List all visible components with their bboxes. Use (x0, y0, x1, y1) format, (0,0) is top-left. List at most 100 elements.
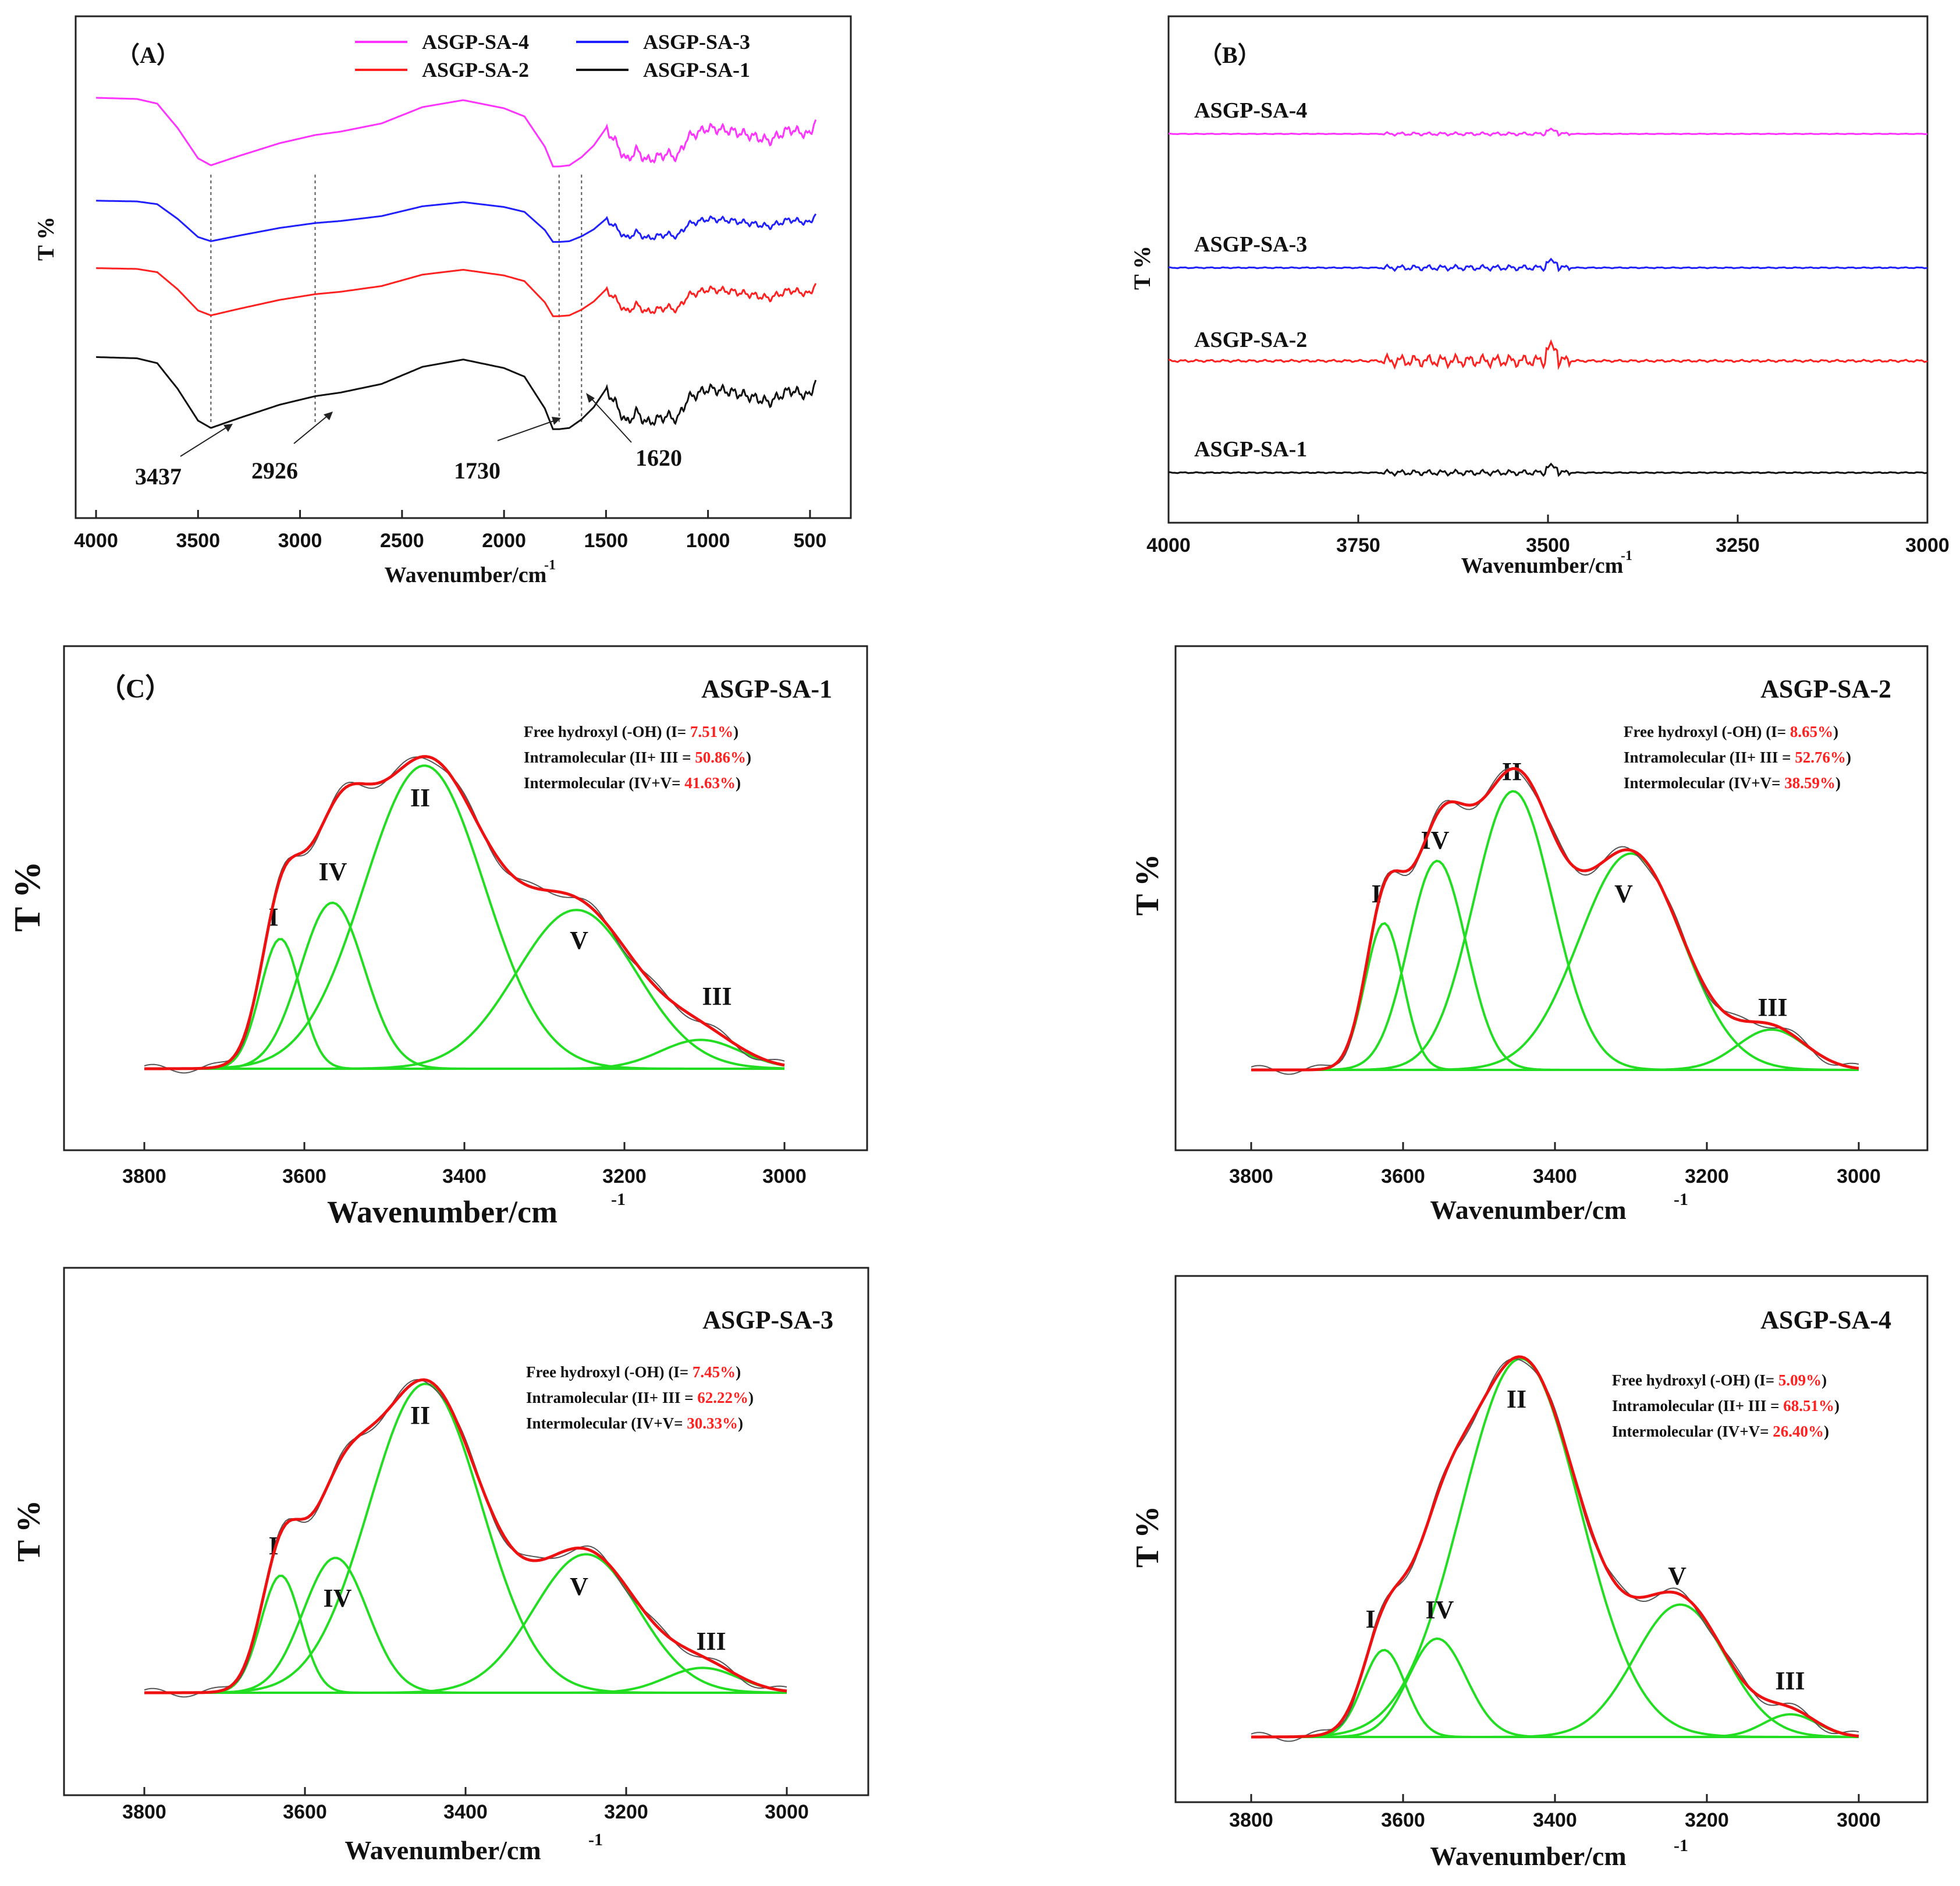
fit-xlabel: Wavenumber/cm (345, 1835, 541, 1865)
fit-component-v (1251, 1603, 1859, 1738)
fit-info-value: 8.65% (1790, 723, 1833, 740)
fit-xtick-label: 3800 (122, 1801, 166, 1823)
annotation-3437: 3437 (135, 463, 182, 490)
fit-panel-title: ASGP-SA-2 (1760, 675, 1891, 703)
panel-b-xtick-label: 3500 (1526, 534, 1570, 556)
fit-component-iv (144, 901, 784, 1070)
fit-ylabel: T % (1130, 1506, 1166, 1568)
fit-xtick-label: 3600 (1381, 1165, 1425, 1187)
arrowhead-1730 (552, 417, 561, 425)
panel-a-xtick-label: 3500 (176, 530, 220, 552)
panel-b-xtick-label: 4000 (1146, 534, 1191, 556)
fit-info-row: Free hydroxyl (-OH) (I= 5.09%) (1612, 1371, 1827, 1389)
annotation-1620: 1620 (635, 445, 682, 471)
fit-info-label: Free hydroxyl (-OH) (I= (1612, 1371, 1778, 1389)
panel-b-xtick-label: 3250 (1716, 534, 1760, 556)
fit-component-iv (144, 1557, 787, 1694)
fit-xtick-label: 3400 (442, 1165, 487, 1187)
fit-xtick-label: 3200 (604, 1801, 648, 1823)
panel-b-label-sa2: ASGP-SA-2 (1194, 328, 1307, 352)
fit-info-row: Intermolecular (IV+V= 38.59%) (1624, 774, 1841, 792)
fit-xlabel: Wavenumber/cm (327, 1194, 558, 1229)
fit-xtick-label: 3000 (1837, 1809, 1881, 1831)
panel-a-frame (74, 15, 852, 519)
series-line-asgp-sa-4 (96, 97, 817, 168)
fit-xtick-label: 3400 (1533, 1809, 1577, 1831)
fit-info-row: Intramolecular (II+ III = 52.76%) (1624, 749, 1851, 766)
fit-info-label: Intermolecular (IV+V= (524, 774, 684, 792)
arrow-1620 (587, 394, 632, 443)
annotation-2926: 2926 (251, 458, 298, 484)
fit-info-label: Intramolecular (II+ III = (526, 1389, 697, 1406)
fit-xtick-label: 3200 (1685, 1165, 1729, 1187)
fit-component-label: II (1507, 1385, 1526, 1413)
fit-ylabel: T % (11, 1500, 47, 1562)
panel-b-series-asgp-sa-1 (1168, 462, 1928, 477)
panel-b-xtick-label: 3000 (1905, 534, 1950, 556)
fit-component-label: III (702, 982, 732, 1011)
fit-info-label: Intermolecular (IV+V= (526, 1415, 687, 1432)
fit-xlabel: Wavenumber/cm (1430, 1195, 1626, 1225)
legend-label-sa3: ASGP-SA-3 (643, 30, 750, 54)
fit-component-label: V (570, 926, 588, 955)
fit-info-row: Intermolecular (IV+V= 30.33%) (526, 1415, 743, 1432)
panel-a-xtick-label: 500 (794, 530, 827, 552)
panel-b-label-sa3: ASGP-SA-3 (1194, 232, 1307, 257)
fit-xlabel-sup: -1 (588, 1830, 603, 1849)
fit-info-value: 68.51% (1783, 1397, 1834, 1415)
fit-info-close: ) (1821, 1371, 1827, 1389)
fit-xtick-label: 3600 (283, 1801, 327, 1823)
fit-panel-frame (63, 645, 868, 1151)
fit-total-curve (144, 1378, 787, 1694)
fit-component-label: III (1757, 993, 1787, 1022)
fit-component-v (144, 1553, 787, 1694)
fit-info-close: ) (736, 1363, 741, 1381)
fit-info-row: Intramolecular (II+ III = 62.22%) (526, 1389, 754, 1406)
fit-component-v (144, 909, 785, 1070)
panel-b-xlabel: Wavenumber/cm (1461, 554, 1624, 578)
fit-info-value: 52.76% (1795, 749, 1846, 766)
fit-info-value: 41.63% (684, 774, 736, 792)
fit-panel-label: （C） (99, 673, 172, 703)
arrow-3437 (180, 424, 231, 457)
fit-info-value: 7.51% (690, 723, 733, 740)
fit-info-value: 7.45% (693, 1363, 736, 1381)
panel-b-label: （B） (1199, 42, 1261, 68)
arrow-1730 (497, 419, 559, 441)
panel-a-xtick-label: 1000 (686, 530, 730, 552)
fit-info-close: ) (733, 723, 738, 740)
fit-component-label: III (1775, 1667, 1805, 1695)
fit-panel-title: ASGP-SA-3 (702, 1306, 833, 1334)
fit-xlabel-sup: -1 (611, 1190, 626, 1209)
fit-info-row: Free hydroxyl (-OH) (I= 7.51%) (524, 723, 738, 740)
fit-xlabel-sup: -1 (1674, 1836, 1688, 1855)
fit-info-label: Free hydroxyl (-OH) (I= (526, 1363, 693, 1381)
fit-component-label: IV (319, 857, 347, 886)
panel-b-ylabel: T % (1129, 246, 1155, 290)
fit-total-curve (1251, 1355, 1859, 1739)
fit-component-label: I (268, 1532, 278, 1560)
fit-component-iv (1251, 859, 1859, 1071)
fit-component-label: IV (324, 1584, 352, 1612)
fit-info-row: Intermolecular (IV+V= 41.63%) (524, 774, 741, 792)
panel-c4: 3800 3600 3400 3200 3000 Wavenumber/cm -1 T % AS… (1130, 1275, 1929, 1871)
panel-a-xtick-label: 3000 (278, 530, 322, 552)
fit-xtick-label: 3200 (602, 1165, 647, 1187)
panel-a-annotations: 3437 2926 1730 1620 (135, 393, 682, 490)
fit-info-close: ) (1824, 1423, 1829, 1440)
panel-b-xtick-label: 3750 (1336, 534, 1380, 556)
fit-info-row: Intramolecular (II+ III = 50.86%) (524, 749, 751, 766)
panel-c1: 3800 3600 3400 3200 3000 Wavenumber/cm -1 T % （C… (6, 645, 868, 1229)
fit-info-close: ) (748, 1389, 754, 1406)
fit-info-label: Free hydroxyl (-OH) (I= (1624, 723, 1790, 740)
fit-info-close: ) (738, 1415, 743, 1432)
fit-info-label: Intermolecular (IV+V= (1624, 774, 1784, 792)
fit-info-close: ) (736, 774, 741, 792)
fit-component-label: V (570, 1572, 588, 1601)
fit-component-label: V (1668, 1562, 1686, 1590)
fit-info-label: Free hydroxyl (-OH) (I= (524, 723, 690, 740)
fit-info-close: ) (1846, 749, 1851, 766)
panel-a-xtick-label: 4000 (74, 530, 118, 552)
panel-b-xlabel-sup: -1 (1621, 548, 1632, 563)
fit-info-label: Intramolecular (II+ III = (524, 749, 695, 766)
